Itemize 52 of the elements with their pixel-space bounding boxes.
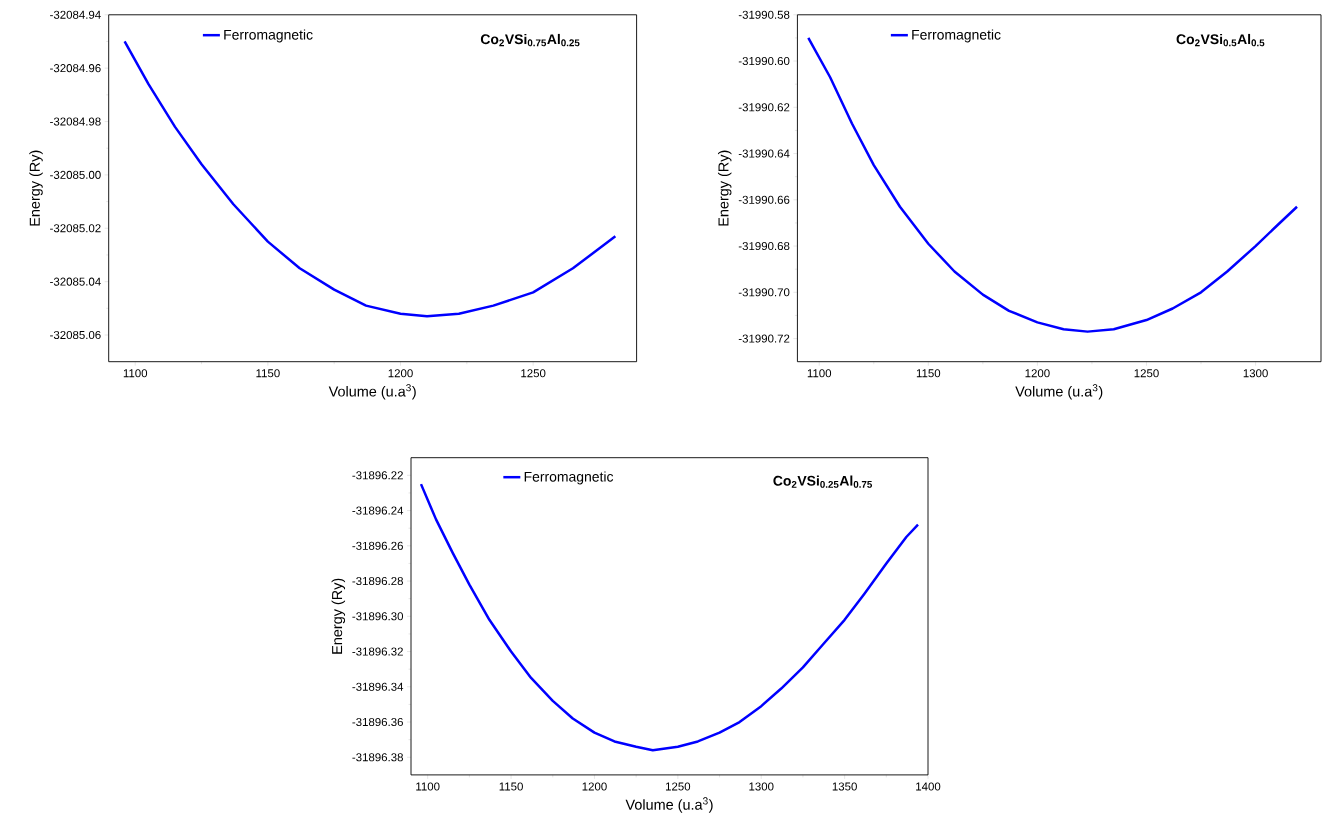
x-tick-label: 1100: [416, 782, 440, 791]
y-tick-label: -31990.64: [738, 149, 790, 158]
y-tick-label: -31990.62: [738, 103, 790, 112]
x-tick-label: 1250: [665, 782, 691, 791]
x-tick-label: 1300: [1243, 369, 1268, 378]
y-tick-label: -31896.38: [352, 753, 403, 762]
x-tick-label: 1400: [916, 782, 941, 791]
y-tick-label: -31896.34: [352, 682, 404, 691]
y-tick-label: -31990.70: [738, 288, 790, 297]
x-tick-label: 1200: [1025, 369, 1050, 378]
legend-label: Ferromagnetic: [224, 29, 313, 43]
legend-label: Ferromagnetic: [524, 471, 614, 485]
y-tick-label: -32085.04: [50, 277, 101, 286]
x-tick-label: 1250: [521, 369, 546, 378]
annotation: Co$_{2}$VSi$_{0.75}$Al$_{0.25}$: [480, 33, 580, 47]
x-axis-title: Volume (u.a$^{3}$): [625, 797, 713, 813]
y-tick-label: -32085.06: [50, 330, 101, 340]
y-axis-title: Energy (Ry): [717, 150, 732, 226]
x-tick-label: 1200: [582, 782, 607, 791]
x-tick-label: 1150: [499, 782, 523, 791]
x-axis-title: Volume (u.a$^{3}$): [328, 384, 416, 400]
y-tick-label: -31896.22: [352, 471, 403, 480]
y-tick-label: -31896.24: [352, 506, 404, 515]
x-tick-label: 1300: [749, 782, 774, 791]
x-tick-label: 1150: [916, 369, 941, 378]
annotation: Co$_{2}$VSi$_{0.5}$Al$_{0.5}$: [1176, 33, 1265, 47]
y-tick-label: -32084.94: [50, 10, 101, 19]
y-tick-label: -32085.02: [50, 224, 101, 233]
x-tick-label: 1100: [807, 369, 832, 378]
y-tick-label: -32085.00: [50, 170, 101, 179]
y-tick-label: -32084.98: [50, 117, 101, 126]
x-tick-label: 1150: [256, 369, 280, 378]
y-tick-label: -31990.72: [738, 334, 790, 343]
x-tick-label: 1250: [1134, 369, 1159, 378]
x-axis-title: Volume (u.a$^{3}$): [1015, 384, 1103, 400]
annotation: Co$_{2}$VSi$_{0.25}$Al$_{0.75}$: [773, 475, 873, 488]
y-tick-label: -32084.96: [50, 64, 101, 73]
x-tick-label: 1200: [388, 369, 413, 378]
y-tick-label: -31896.36: [352, 717, 403, 727]
y-tick-label: -31896.30: [352, 612, 404, 621]
y-tick-label: -31990.58: [738, 10, 790, 19]
x-tick-label: 1350: [832, 782, 857, 791]
y-tick-label: -31990.66: [738, 195, 790, 204]
y-axis-title: Energy (Ry): [331, 578, 346, 654]
y-tick-label: -31990.68: [738, 242, 790, 251]
y-tick-label: -31896.26: [352, 541, 403, 550]
y-axis-title: Energy (Ry): [29, 150, 43, 226]
x-tick-label: 1100: [123, 369, 148, 378]
y-tick-label: -31896.32: [352, 647, 403, 656]
y-tick-label: -31990.60: [738, 56, 790, 66]
legend-label: Ferromagnetic: [912, 29, 1001, 43]
y-tick-label: -31896.28: [352, 577, 403, 586]
